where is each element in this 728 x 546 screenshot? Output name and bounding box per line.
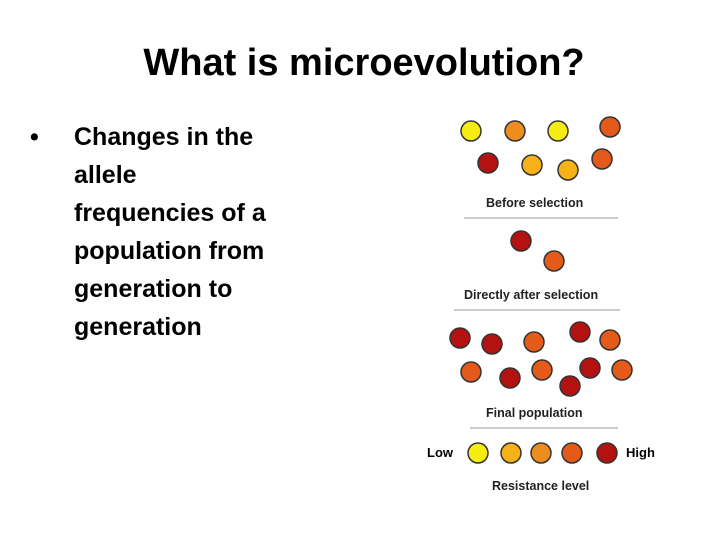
high-label: High [626, 445, 655, 460]
before-selection-population [460, 116, 621, 181]
bullet-text: Changes in the allele frequencies of a p… [74, 118, 334, 346]
final-population [449, 321, 633, 397]
allele-dot [481, 333, 503, 355]
allele-dot [599, 116, 621, 138]
allele-dot [521, 154, 543, 176]
allele-dot [547, 120, 569, 142]
allele-dot [557, 159, 579, 181]
after-selection-population [510, 230, 565, 272]
selection-figure: Before selection Directly after selectio… [424, 108, 666, 496]
low-label: Low [427, 445, 454, 460]
resistance-scale [467, 442, 618, 464]
allele-dot [543, 250, 565, 272]
final-population-label: Final population [486, 406, 583, 420]
bullet-line: allele [74, 161, 137, 189]
bullet-line: generation [74, 313, 202, 341]
before-selection-label: Before selection [486, 196, 583, 210]
bullet-line: generation to [74, 275, 233, 303]
allele-dot [523, 331, 545, 353]
after-selection-label: Directly after selection [464, 288, 598, 302]
allele-dot [460, 361, 482, 383]
allele-dot [559, 375, 581, 397]
allele-dot [449, 327, 471, 349]
bullet-line: Changes in the [74, 123, 254, 151]
resistance-dot [596, 442, 618, 464]
allele-dot [579, 357, 601, 379]
bullet-marker: • [30, 123, 39, 151]
resistance-dot [561, 442, 583, 464]
selection-diagram: Before selection Directly after selectio… [427, 116, 655, 493]
allele-dot [531, 359, 553, 381]
allele-dot [591, 148, 613, 170]
resistance-dot [500, 442, 522, 464]
resistance-dot [467, 442, 489, 464]
allele-dot [599, 329, 621, 351]
allele-dot [477, 152, 499, 174]
allele-dot [569, 321, 591, 343]
bullet-line: frequencies of a [74, 199, 266, 227]
allele-dot [499, 367, 521, 389]
slide-title: What is microevolution? [143, 42, 585, 84]
resistance-level-label: Resistance level [492, 479, 589, 493]
allele-dot [611, 359, 633, 381]
allele-dot [510, 230, 532, 252]
allele-dot [504, 120, 526, 142]
allele-dot [460, 120, 482, 142]
resistance-dot [530, 442, 552, 464]
bullet-line: population from [74, 237, 265, 265]
